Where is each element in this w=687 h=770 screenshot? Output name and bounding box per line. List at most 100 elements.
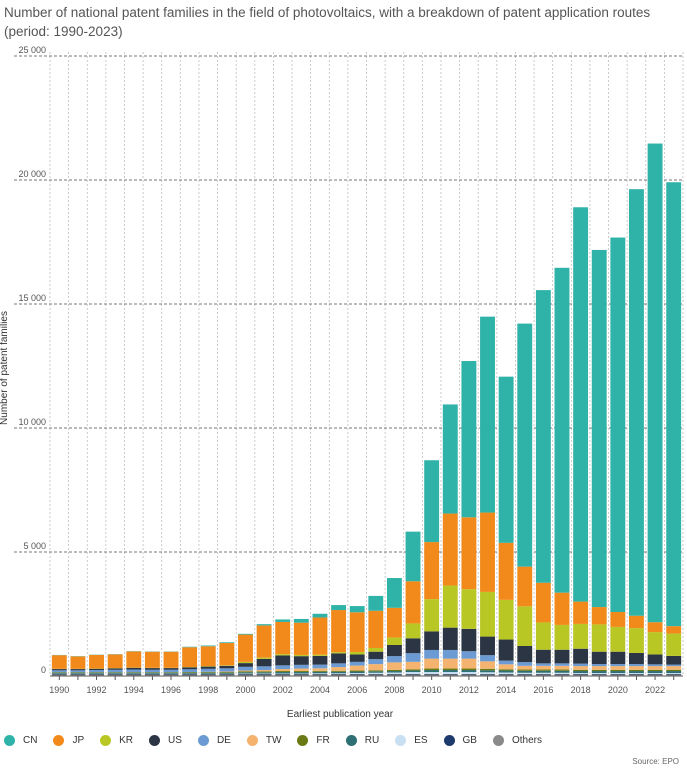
bar-tw-2014 [498,664,514,670]
bar-us-1996 [163,668,179,670]
x-tick-label: 1994 [124,685,144,695]
bar-de-2004 [312,664,328,669]
bar-jp-2016 [535,582,551,623]
bar-us-2017 [554,649,570,664]
bar-ru-2002 [275,672,291,674]
bar-fr-2023 [666,669,682,672]
bar-jp-1995 [144,651,160,668]
bar-de-2021 [629,664,644,667]
bar-jp-2020 [610,612,626,627]
bar-cn-2010 [424,460,440,543]
bar-de-2007 [368,659,384,665]
bar-fr-1995 [144,672,160,674]
x-tick-label: 1996 [161,685,181,695]
legend-label: JP [72,735,85,746]
legend-item-jp: JP [53,735,84,746]
bar-stack-2019 [591,249,607,676]
bar-others-1995 [144,674,160,676]
legend-label: KR [119,735,134,746]
bar-ru-1998 [200,672,216,674]
bar-cn-2005 [331,605,347,611]
bar-de-2017 [554,663,570,666]
x-tick-label: 2012 [459,685,479,695]
bar-jp-2011 [442,513,458,586]
bar-tw-2020 [610,666,626,670]
bar-fr-1990 [51,672,67,674]
x-tick-label: 2016 [533,685,553,695]
bar-fr-2003 [293,671,309,673]
bar-kr-2001 [256,657,272,659]
x-tick-label: 2018 [571,685,591,695]
bar-others-2018 [573,674,589,676]
bar-jp-1993 [107,654,123,669]
bar-jp-2006 [349,612,365,652]
bar-jp-1992 [89,654,104,669]
bar-ru-1993 [107,673,123,674]
bar-ru-2014 [498,670,514,673]
bar-cn-1998 [200,645,216,647]
legend-swatch [197,735,209,746]
bar-others-2008 [386,674,402,676]
bar-es-2010 [424,672,440,675]
bar-fr-1997 [182,672,198,673]
bar-stack-1997 [182,646,198,676]
legend-item-tw: TW [246,735,281,746]
bar-us-1997 [182,667,198,670]
bar-jp-1997 [182,647,198,668]
bar-fr-2021 [629,669,644,672]
y-axis: 0 5 000 10 000 15 000 20 000 25 000 [18,45,46,675]
bar-fr-2010 [424,668,440,671]
bar-cn-1999 [219,642,235,644]
bar-es-2016 [535,672,551,675]
bar-tw-2008 [386,662,402,670]
bar-tw-2007 [368,664,384,671]
bar-ru-1997 [182,672,198,674]
bar-others-1998 [200,674,216,676]
bar-fr-2022 [647,669,663,672]
bar-tw-2000 [238,670,253,672]
bar-kr-2009 [405,623,421,639]
bar-others-1996 [163,674,179,676]
bar-stack-2012 [461,361,477,676]
bar-es-2022 [647,673,663,675]
bar-de-2016 [535,663,551,666]
legend-label: CN [23,735,38,746]
bar-jp-2004 [312,617,328,655]
legend: CN JP KR US DE TW FR RU ES GB Others [4,735,558,746]
bar-ru-2013 [480,670,495,673]
bar-de-2012 [461,651,477,659]
x-tick-label: 2008 [384,685,404,695]
bar-es-2021 [629,673,644,675]
bar-stack-2004 [312,613,328,676]
bar-stack-2011 [442,404,458,676]
bar-tw-2005 [331,667,347,671]
bar-jp-2010 [424,542,440,600]
bar-jp-1990 [51,655,67,669]
bar-kr-2017 [554,624,570,650]
bar-others-1993 [107,674,123,676]
legend-item-kr: KR [100,735,133,746]
bar-us-2010 [424,631,440,650]
bar-ru-1996 [163,673,179,674]
bar-us-1999 [219,665,235,669]
bar-stack-2018 [573,207,589,676]
bar-us-2009 [405,638,421,654]
bar-jp-2008 [386,607,402,638]
bar-es-2019 [591,673,607,675]
bar-fr-2018 [573,669,589,672]
bar-us-2019 [591,651,607,665]
bar-de-1998 [200,668,216,672]
bar-ru-1992 [89,673,104,674]
bar-kr-2022 [647,632,663,655]
bar-fr-2013 [480,668,495,671]
bar-stack-2007 [368,595,384,676]
bar-fr-2015 [517,669,533,671]
bar-stack-1993 [107,654,123,676]
bar-ru-2017 [554,670,570,673]
bar-de-2010 [424,649,440,659]
bar-stack-1991 [70,656,86,676]
bar-de-2020 [610,664,626,667]
bar-jp-2012 [461,517,477,590]
bar-cn-2000 [238,633,253,635]
bar-us-2022 [647,654,663,665]
